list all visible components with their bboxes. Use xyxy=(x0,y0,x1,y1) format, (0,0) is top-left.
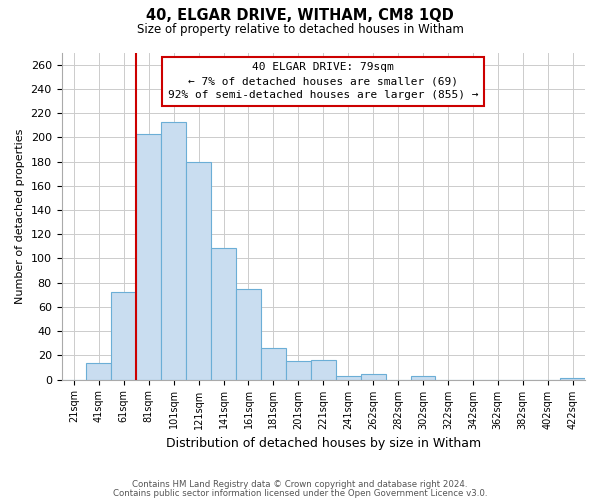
Bar xyxy=(211,248,236,380)
Bar xyxy=(86,362,112,380)
Bar xyxy=(286,362,311,380)
X-axis label: Distribution of detached houses by size in Witham: Distribution of detached houses by size … xyxy=(166,437,481,450)
Bar xyxy=(410,376,436,380)
Text: Contains HM Land Registry data © Crown copyright and database right 2024.: Contains HM Land Registry data © Crown c… xyxy=(132,480,468,489)
Bar xyxy=(311,360,336,380)
Bar xyxy=(361,374,386,380)
Text: Contains public sector information licensed under the Open Government Licence v3: Contains public sector information licen… xyxy=(113,488,487,498)
Bar xyxy=(136,134,161,380)
Bar xyxy=(560,378,585,380)
Text: Size of property relative to detached houses in Witham: Size of property relative to detached ho… xyxy=(137,22,463,36)
Text: 40 ELGAR DRIVE: 79sqm
← 7% of detached houses are smaller (69)
92% of semi-detac: 40 ELGAR DRIVE: 79sqm ← 7% of detached h… xyxy=(168,62,479,100)
Bar xyxy=(112,292,136,380)
Text: 40, ELGAR DRIVE, WITHAM, CM8 1QD: 40, ELGAR DRIVE, WITHAM, CM8 1QD xyxy=(146,8,454,22)
Bar xyxy=(186,162,211,380)
Bar xyxy=(236,288,261,380)
Y-axis label: Number of detached properties: Number of detached properties xyxy=(15,128,25,304)
Bar xyxy=(261,348,286,380)
Bar xyxy=(336,376,361,380)
Bar xyxy=(161,122,186,380)
